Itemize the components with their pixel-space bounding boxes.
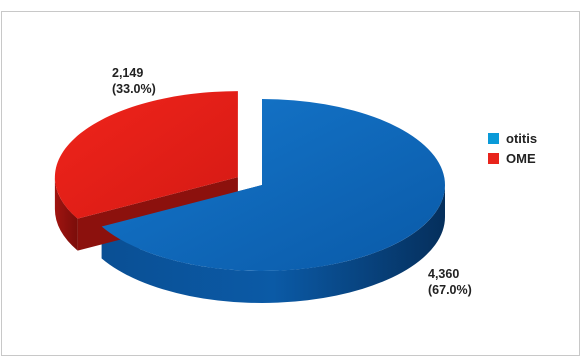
legend-swatch-ome — [488, 153, 499, 164]
slice-percent-label-otitis: (67.0%) — [428, 283, 472, 297]
slice-percent-label-ome: (33.0%) — [112, 82, 156, 96]
legend-label-ome: OME — [506, 151, 536, 166]
slice-value-label-otitis: 4,360 — [428, 267, 459, 281]
slice-side-otitis — [101, 185, 446, 304]
legend-swatch-otitis — [488, 133, 499, 144]
slice-value-label-ome: 2,149 — [112, 66, 143, 80]
pie-slice-ome — [54, 91, 238, 219]
pie-slice-otitis — [101, 99, 446, 272]
legend: otitis OME — [488, 131, 537, 166]
slice-side-ome — [54, 177, 78, 251]
legend-label-otitis: otitis — [506, 131, 537, 146]
